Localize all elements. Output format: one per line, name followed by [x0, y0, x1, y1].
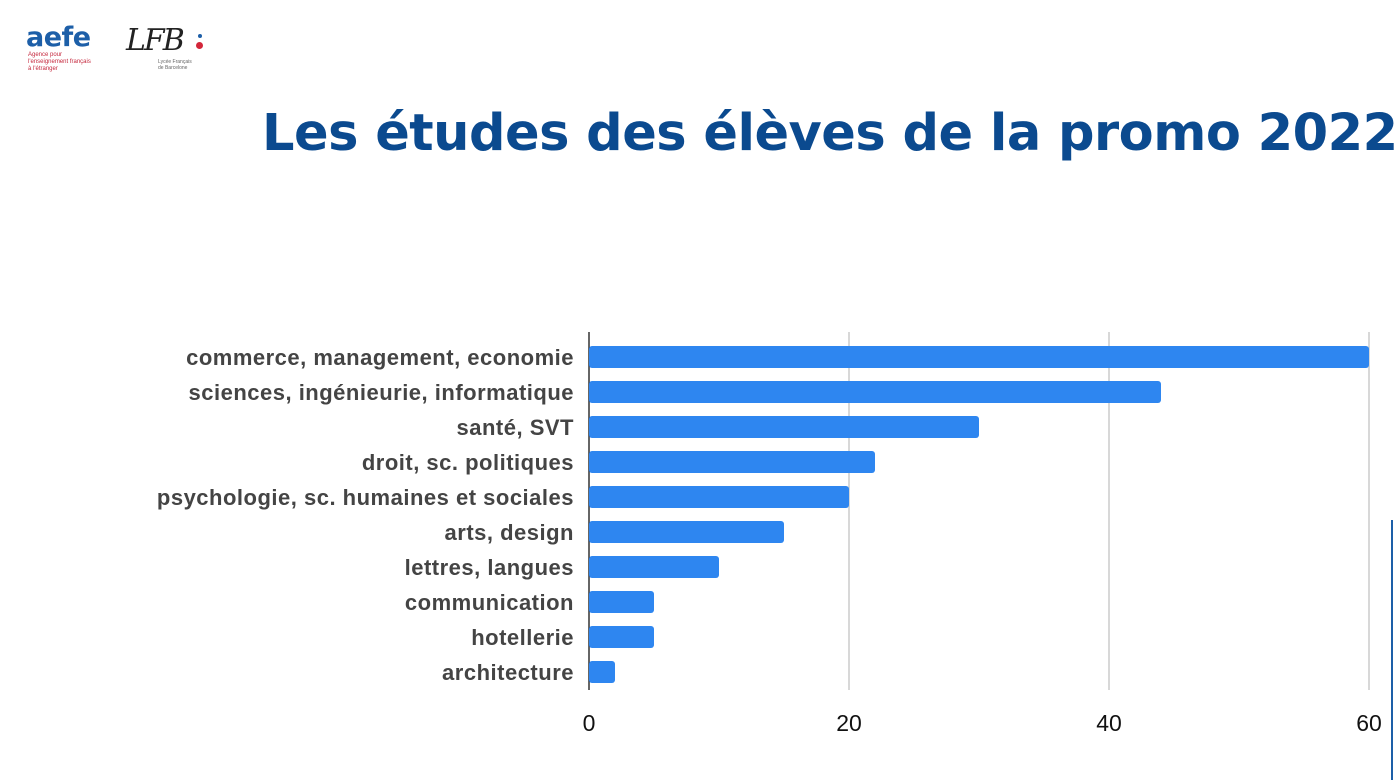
- lfb-logo-subtitle-2: de Barcelone: [158, 65, 188, 71]
- lfb-logo-figure-icon: [196, 42, 203, 49]
- bar: [589, 451, 875, 473]
- lfb-logo-dot-icon: [198, 34, 202, 38]
- lfb-logo-subtitle-1: Lycée Français: [158, 59, 192, 65]
- category-label: lettres, langues: [405, 555, 574, 580]
- category-label: communication: [405, 590, 574, 615]
- x-tick-label: 40: [1096, 710, 1122, 736]
- slide-edge-line: [1391, 520, 1393, 780]
- bar: [589, 486, 849, 508]
- category-label: droit, sc. politiques: [362, 450, 574, 475]
- category-label: psychologie, sc. humaines et sociales: [157, 485, 574, 510]
- category-label: hotellerie: [471, 625, 574, 650]
- lfb-logo: LFB Lycée Français de Barcelone: [126, 24, 216, 74]
- bar: [589, 346, 1369, 368]
- x-tick-label: 60: [1356, 710, 1382, 736]
- category-label: architecture: [442, 660, 574, 685]
- bar: [589, 626, 654, 648]
- bar: [589, 416, 979, 438]
- bar: [589, 591, 654, 613]
- aefe-logo-subtitle-2: l'enseignement français: [28, 59, 91, 65]
- aefe-logo-subtitle-3: à l'étranger: [28, 66, 58, 72]
- page-title: Les études des élèves de la promo 2022: [262, 104, 1396, 163]
- aefe-logo-subtitle-1: Agence pour: [28, 52, 63, 58]
- x-tick-label: 20: [836, 710, 862, 736]
- category-label: commerce, management, economie: [186, 345, 574, 370]
- category-label: santé, SVT: [457, 415, 575, 440]
- aefe-logo: aefe Agence pour l'enseignement français…: [26, 24, 106, 73]
- bar: [589, 661, 615, 683]
- bar: [589, 556, 719, 578]
- lfb-logo-letters: LFB: [126, 23, 185, 58]
- bar: [589, 521, 784, 543]
- category-label: arts, design: [445, 520, 574, 545]
- aefe-logo-word: aefe: [26, 22, 91, 53]
- bar: [589, 381, 1161, 403]
- category-label: sciences, ingénieurie, informatique: [189, 380, 575, 405]
- x-tick-label: 0: [583, 710, 596, 736]
